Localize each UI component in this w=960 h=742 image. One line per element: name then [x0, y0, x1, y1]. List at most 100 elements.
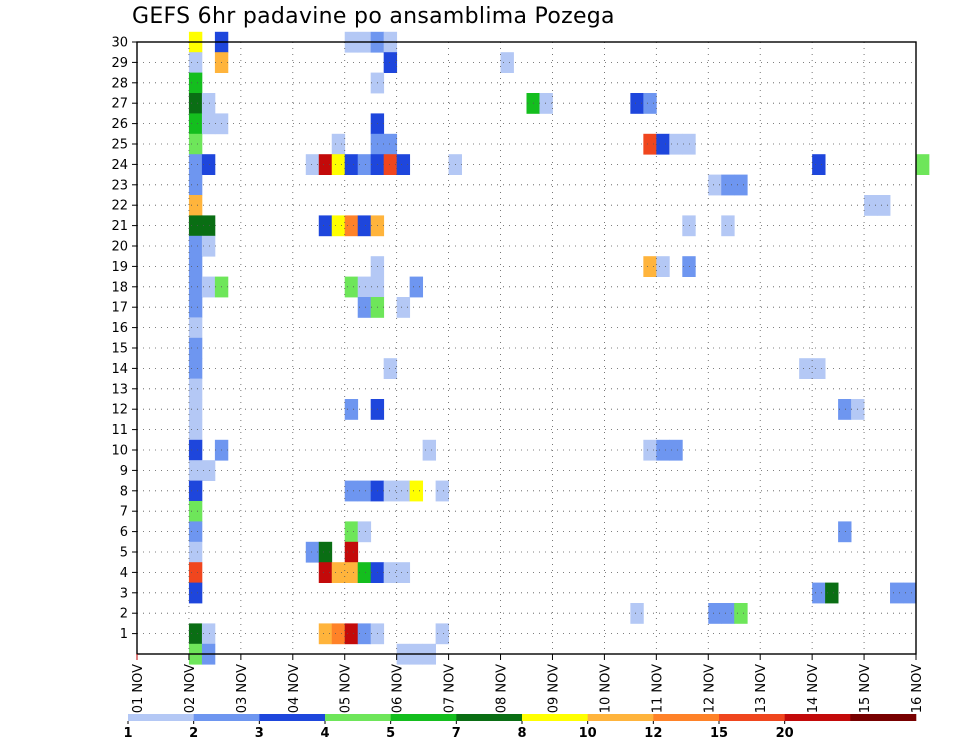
- heatmap-cell: [838, 521, 852, 543]
- heatmap-cell: [435, 623, 449, 645]
- legend-label: 20: [776, 726, 794, 741]
- heatmap-cell: [357, 276, 372, 298]
- legend-label: 12: [644, 726, 662, 741]
- heatmap-cell: [669, 439, 683, 461]
- y-tick-label: 14: [111, 362, 128, 377]
- x-tick-label: 06 NOV: [391, 664, 406, 713]
- plot-frame: [136, 41, 917, 655]
- heatmap-cell: [305, 541, 320, 563]
- x-tick-label: 15 NOV: [858, 664, 873, 713]
- y-tick-label: 11: [111, 423, 128, 438]
- heatmap-cell: [188, 256, 203, 277]
- y-tick-label: 5: [120, 546, 128, 561]
- y-tick-label: 2: [120, 607, 128, 622]
- legend-label: 5: [386, 726, 395, 741]
- heatmap-cell: [318, 154, 333, 175]
- legend-label: 7: [452, 726, 461, 741]
- heatmap-cell: [357, 521, 372, 543]
- heatmap-cell: [890, 582, 904, 604]
- heatmap-cell: [305, 154, 320, 175]
- legend-label: 4: [320, 726, 329, 741]
- heatmap-cell: [331, 154, 346, 175]
- heatmap-cell: [630, 603, 644, 624]
- y-tick-label: 24: [111, 158, 128, 173]
- heatmap-cell: [357, 154, 372, 175]
- heatmap-cell: [188, 378, 203, 400]
- heatmap-cell: [331, 215, 346, 237]
- heatmap-cell: [201, 93, 216, 114]
- x-tick-label: 01 NOV: [131, 664, 146, 713]
- heatmap-cell: [409, 276, 424, 298]
- legend-swatch: [325, 714, 391, 721]
- chart-title: GEFS 6hr padavine po ansamblima Pozega: [132, 4, 615, 29]
- heatmap-cell: [331, 562, 346, 583]
- heatmap-cell: [656, 439, 670, 461]
- y-tick-label: 6: [120, 525, 128, 540]
- heatmap-cell: [643, 133, 657, 155]
- x-tick-label: 10 NOV: [598, 664, 613, 713]
- heatmap-cell: [357, 623, 372, 645]
- heatmap-cell: [188, 521, 203, 543]
- heatmap-cell: [825, 582, 839, 604]
- heatmap-cell: [916, 154, 930, 175]
- heatmap-cell: [188, 337, 203, 359]
- heatmap-cell: [864, 195, 878, 216]
- legend-swatch: [784, 714, 851, 721]
- heatmap-cell: [318, 215, 333, 237]
- heatmap-cell: [708, 174, 722, 196]
- heatmap-cell: [903, 582, 917, 604]
- legend-swatch: [259, 714, 326, 721]
- heatmap-cell: [669, 133, 683, 155]
- heatmap-cell: [812, 358, 826, 379]
- x-tick-label: 16 NOV: [910, 664, 925, 713]
- heatmap-cell: [344, 623, 359, 645]
- heatmap-cell: [357, 297, 372, 318]
- heatmap-cell: [188, 399, 203, 420]
- x-tick-label: 13 NOV: [754, 664, 769, 713]
- heatmap-cell: [344, 521, 359, 543]
- y-tick-label: 16: [111, 321, 128, 336]
- heatmap-cell: [188, 297, 203, 318]
- x-tick-label: 03 NOV: [235, 664, 250, 713]
- heatmap-cell: [188, 52, 203, 73]
- y-tick-label: 20: [111, 240, 128, 255]
- heatmap-cell: [201, 235, 216, 257]
- heatmap-cell: [838, 399, 852, 420]
- legend-label: 1: [123, 726, 132, 741]
- x-tick-label: 08 NOV: [495, 664, 510, 713]
- legend-swatch: [719, 714, 785, 721]
- heatmap-cell: [396, 480, 411, 502]
- heatmap-cell: [201, 113, 216, 135]
- heatmap-cell: [344, 154, 359, 175]
- heatmap-cell: [539, 93, 553, 114]
- heatmap-cell: [383, 358, 398, 379]
- heatmap-cell: [188, 93, 203, 114]
- legend-label: 15: [710, 726, 728, 741]
- heatmap-cell: [643, 439, 657, 461]
- legend-swatch: [587, 714, 654, 721]
- y-tick-label: 25: [111, 138, 128, 153]
- heatmap-cell: [188, 195, 203, 216]
- heatmap-cell: [682, 133, 696, 155]
- legend-swatch: [850, 714, 917, 721]
- y-tick-label: 1: [120, 627, 128, 642]
- y-tick-label: 27: [111, 97, 128, 112]
- heatmap-cell: [201, 154, 216, 175]
- y-tick-label: 13: [111, 382, 128, 397]
- heatmap-cell: [188, 439, 203, 461]
- heatmap-cell: [656, 133, 670, 155]
- heatmap-cell: [188, 623, 203, 645]
- heatmap-cell: [331, 623, 346, 645]
- heatmap-cell: [721, 603, 735, 624]
- y-tick-label: 30: [111, 36, 128, 51]
- y-tick-label: 26: [111, 117, 128, 132]
- heatmap-cell: [422, 439, 437, 461]
- legend-swatch: [456, 714, 523, 721]
- heatmap-cell: [188, 317, 203, 339]
- heatmap-cell: [318, 541, 333, 563]
- legend-label: 10: [579, 726, 597, 741]
- heatmap-cell: [344, 541, 359, 563]
- y-tick-label: 4: [120, 566, 128, 581]
- y-tick-label: 9: [120, 464, 128, 479]
